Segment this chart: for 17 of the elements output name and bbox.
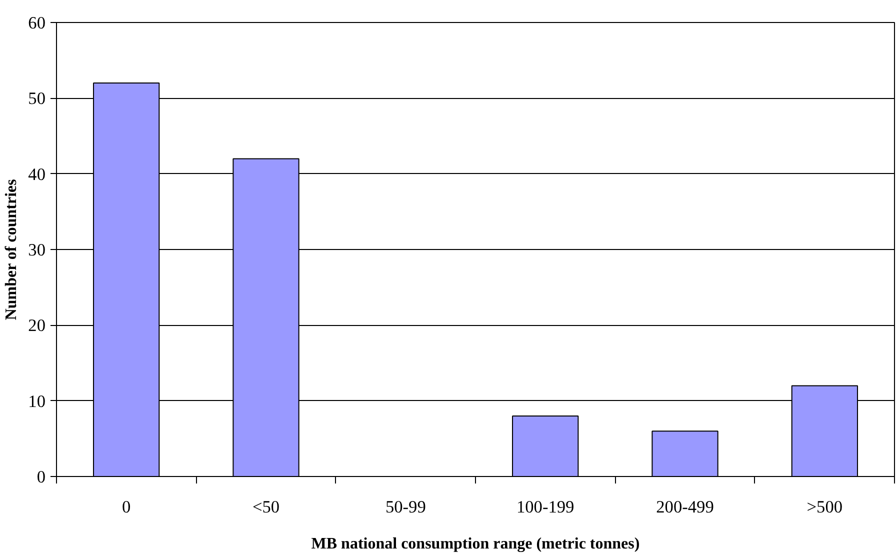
- x-tick-label: <50: [252, 498, 280, 516]
- y-axis-title: Number of countries: [3, 179, 20, 320]
- x-tick-label: >500: [806, 498, 843, 516]
- y-tick-label: 60: [28, 14, 46, 32]
- bar: [652, 430, 718, 476]
- y-tick-label: 30: [28, 240, 46, 260]
- y-tick-label: 20: [28, 316, 46, 336]
- x-tick-label: 0: [122, 498, 131, 516]
- x-tick-label: 50-99: [385, 498, 426, 516]
- bar: [512, 415, 579, 476]
- x-tick-label: 100-199: [516, 498, 574, 516]
- x-axis-title: MB national consumption range (metric tonnes): [311, 536, 640, 552]
- y-tick-label: 0: [36, 468, 46, 486]
- y-tick-label: 10: [28, 392, 46, 411]
- x-tick-label: 200-499: [656, 498, 714, 516]
- y-tick-label: 40: [28, 164, 46, 184]
- y-tick-label: 50: [28, 89, 46, 108]
